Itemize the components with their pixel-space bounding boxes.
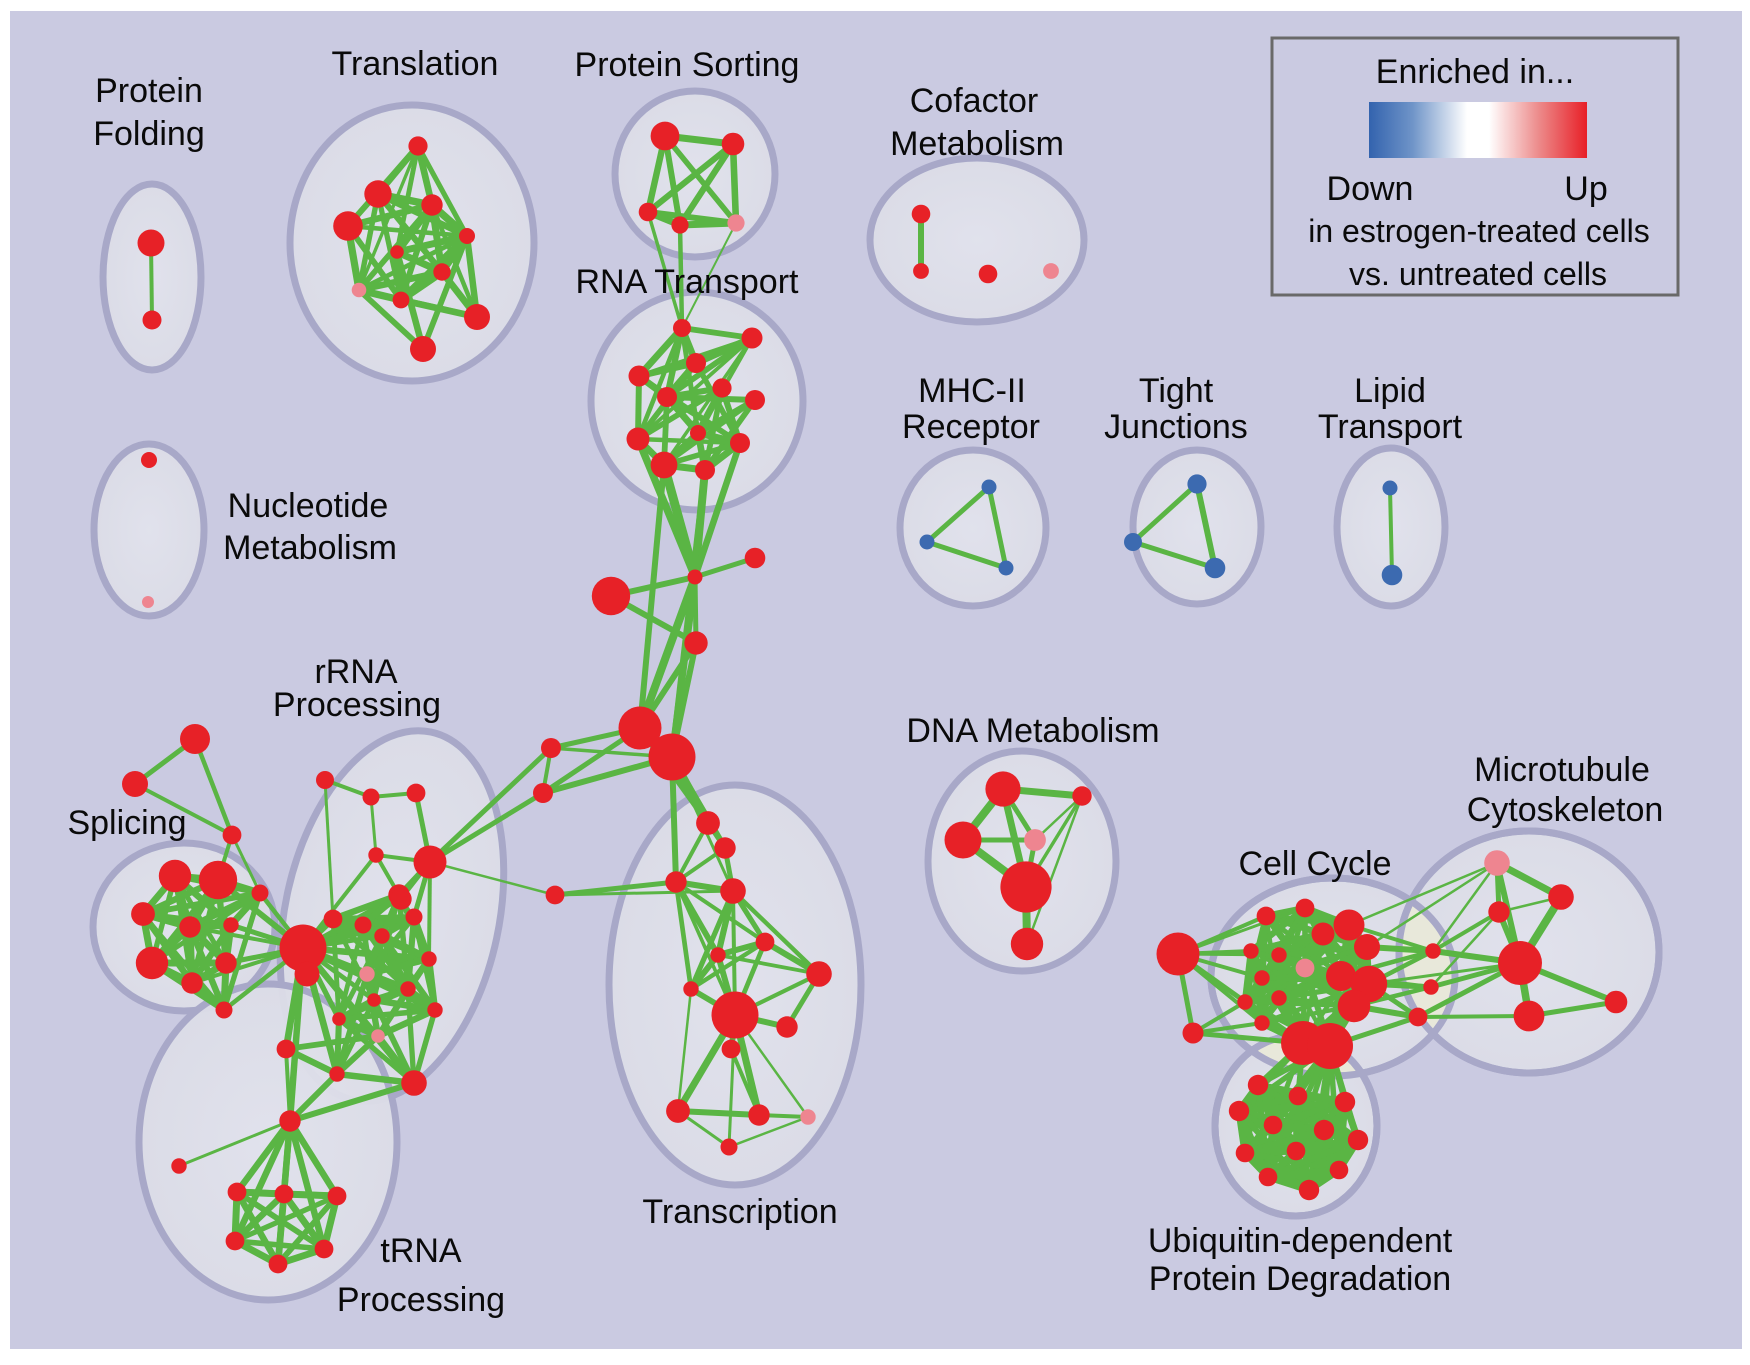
svg-text:Junctions: Junctions bbox=[1104, 408, 1248, 446]
svg-text:DNA Metabolism: DNA Metabolism bbox=[906, 712, 1159, 750]
svg-text:Down: Down bbox=[1327, 170, 1414, 208]
svg-text:Microtubule: Microtubule bbox=[1474, 751, 1650, 789]
svg-text:rRNA: rRNA bbox=[314, 653, 397, 691]
svg-text:Translation: Translation bbox=[332, 45, 499, 83]
svg-text:tRNA: tRNA bbox=[380, 1232, 462, 1270]
svg-text:Lipid: Lipid bbox=[1354, 372, 1426, 410]
svg-text:Tight: Tight bbox=[1139, 372, 1214, 410]
svg-text:Metabolism: Metabolism bbox=[223, 529, 397, 567]
svg-text:Cytoskeleton: Cytoskeleton bbox=[1467, 791, 1664, 829]
svg-text:Protein: Protein bbox=[95, 72, 203, 110]
svg-text:MHC-II: MHC-II bbox=[918, 372, 1026, 410]
svg-text:Up: Up bbox=[1564, 170, 1607, 208]
svg-text:in estrogen-treated cells: in estrogen-treated cells bbox=[1308, 213, 1650, 249]
svg-text:RNA Transport: RNA Transport bbox=[576, 263, 800, 301]
svg-text:Protein Degradation: Protein Degradation bbox=[1149, 1260, 1451, 1298]
svg-text:Folding: Folding bbox=[93, 115, 205, 153]
svg-text:vs. untreated cells: vs. untreated cells bbox=[1349, 256, 1607, 292]
svg-text:Transcription: Transcription bbox=[642, 1193, 837, 1231]
svg-text:Transport: Transport bbox=[1318, 408, 1463, 446]
svg-text:Protein Sorting: Protein Sorting bbox=[575, 46, 800, 84]
svg-text:Enriched in...: Enriched in... bbox=[1376, 53, 1574, 91]
svg-text:Cell Cycle: Cell Cycle bbox=[1238, 845, 1391, 883]
svg-text:Nucleotide: Nucleotide bbox=[228, 487, 389, 525]
svg-text:Metabolism: Metabolism bbox=[890, 125, 1064, 163]
svg-text:Receptor: Receptor bbox=[902, 408, 1040, 446]
svg-text:Ubiquitin-dependent: Ubiquitin-dependent bbox=[1148, 1222, 1453, 1260]
svg-text:Processing: Processing bbox=[273, 686, 441, 724]
svg-text:Splicing: Splicing bbox=[67, 804, 186, 842]
svg-text:Cofactor: Cofactor bbox=[910, 82, 1039, 120]
svg-text:Processing: Processing bbox=[337, 1281, 505, 1319]
